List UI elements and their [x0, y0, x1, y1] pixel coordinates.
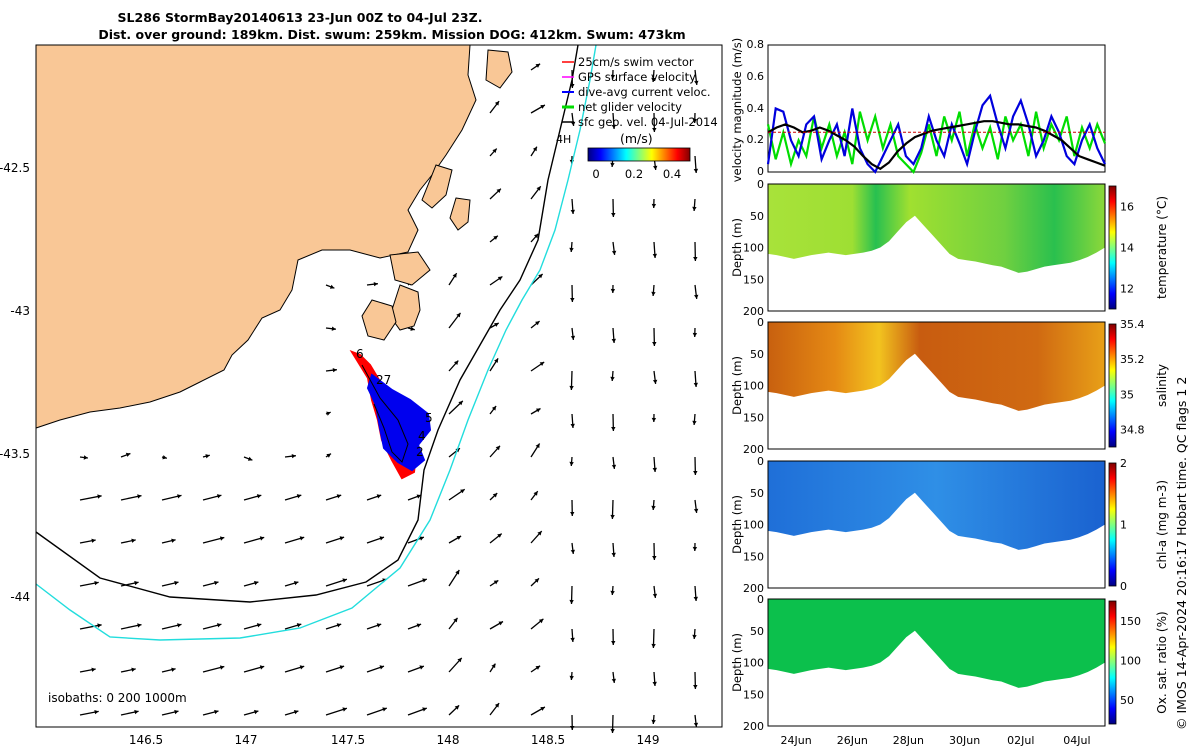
velocity-yticks: 0 0.2 0.4 0.6 0.8: [747, 38, 765, 178]
map-ytick: -43: [10, 304, 30, 318]
report-subtitle: Dist. over ground: 189km. Dist. swum: 25…: [98, 27, 685, 42]
section-colorbar-tick: 35.4: [1120, 318, 1145, 331]
section-colorbar-tick: 0: [1120, 580, 1127, 593]
velocity-ylabel: velocity magnitude (m/s): [730, 38, 744, 183]
map-colorbar: [588, 148, 690, 161]
section-ytick: 50: [750, 625, 764, 638]
section-ytick: 150: [743, 688, 764, 701]
section-colorbar: [1109, 463, 1116, 586]
section-ytick: 50: [750, 210, 764, 223]
section-ytick: 0: [757, 316, 764, 329]
section-colorbar-tick: 14: [1120, 242, 1134, 255]
map-colorbar-tick: 0.4: [663, 167, 681, 181]
track-label: 5: [425, 411, 433, 425]
map-xtick: 149: [637, 733, 660, 747]
section-colorbar-tick: 16: [1120, 201, 1134, 214]
section-colorbar: [1109, 186, 1116, 309]
section-colorbar-tick: 35.2: [1120, 353, 1145, 366]
section-colorbar-tick: 34.8: [1120, 423, 1145, 436]
section-colorbar-label: temperature (°C): [1155, 196, 1169, 299]
velocity-panel: 0 0.2 0.4 0.6 0.8 velocity magnitude (m/…: [730, 38, 1105, 183]
section-colorbar-tick: 12: [1120, 283, 1134, 296]
section-colorbar: [1109, 324, 1116, 447]
section-ytick: 50: [750, 487, 764, 500]
section-xtick: 04Jul: [1063, 734, 1090, 747]
section-panel: 0 50 100 150 200 Depth (m) 50 100 150 Ox. sat. ra…: [730, 593, 1169, 733]
section-colorbar-tick: 50: [1120, 694, 1134, 707]
legend-entry: dive-avg current veloc.: [578, 85, 711, 99]
velocity-ytick: 0.8: [747, 38, 765, 51]
track-label: 4: [418, 429, 426, 443]
section-ylabel: Depth (m): [730, 356, 744, 415]
section-xtick: 26Jun: [837, 734, 868, 747]
map-xtick: 147: [235, 733, 258, 747]
section-colorbar-tick: 100: [1120, 655, 1141, 668]
section-ytick: 150: [743, 273, 764, 286]
velocity-ytick: 0.6: [747, 70, 765, 83]
map-panel: 6 27 5 4 2 146.5 147 147.5 148 148.5 149…: [0, 45, 722, 747]
legend-entry: net glider velocity: [578, 100, 682, 114]
section-ytick: 0: [757, 455, 764, 468]
section-xtick: 24Jun: [781, 734, 812, 747]
map-xtick: 146.5: [129, 733, 163, 747]
section-ytick: 150: [743, 550, 764, 563]
section-ytick: 100: [743, 380, 764, 393]
section-xtick: 30Jun: [949, 734, 980, 747]
track-label: 2: [416, 445, 424, 459]
section-ytick: 0: [757, 593, 764, 606]
section-xtick: 02Jul: [1007, 734, 1034, 747]
map-ytick: -44: [10, 590, 30, 604]
section-colorbar-label: chl-a (mg m-3): [1155, 480, 1169, 569]
current-vector-head: [610, 729, 614, 733]
section-ylabel: Depth (m): [730, 633, 744, 692]
map-xtick: 148: [437, 733, 460, 747]
footer-credit: © IMOS 14-Apr-2024 20:16:17 Hobart time.…: [1174, 377, 1189, 730]
legend-entry: 25cm/s swim vector: [578, 55, 694, 69]
map-colorbar-tick: 0.2: [625, 167, 643, 181]
legend-entry: GPS surface velocity: [578, 70, 696, 84]
section-colorbar-tick: 35: [1120, 388, 1134, 401]
track-label: 27: [376, 373, 391, 387]
section-colorbar-label: Ox. sat. ratio (%): [1155, 611, 1169, 713]
velocity-ytick: 0.2: [747, 133, 765, 146]
report-title: SL286 StormBay20140613 23-Jun 00Z to 04-…: [118, 10, 483, 25]
section-colorbar-tick: 2: [1120, 457, 1127, 470]
map-colorbar-label: (m/s): [620, 131, 653, 146]
section-ytick: 100: [743, 519, 764, 532]
section-colorbar-tick: 1: [1120, 519, 1127, 532]
section-colorbar-tick: 150: [1120, 615, 1141, 628]
velocity-ytick: 0: [757, 165, 764, 178]
map-ytick: -43.5: [0, 447, 30, 461]
section-ylabel: Depth (m): [730, 495, 744, 554]
velocity-ytick: 0.4: [747, 102, 765, 115]
section-ytick: 100: [743, 242, 764, 255]
corner-label: 4H: [556, 133, 571, 146]
section-xtick: 28Jun: [893, 734, 924, 747]
section-xticks: 24Jun 26Jun 28Jun 30Jun 02Jul 04Jul: [781, 734, 1091, 747]
map-xtick: 147.5: [331, 733, 365, 747]
legend-entry: sfc geo. vel. 04-Jul-2014: [578, 115, 718, 129]
section-ytick: 0: [757, 178, 764, 191]
section-colorbar: [1109, 601, 1116, 724]
map-xtick: 148.5: [531, 733, 565, 747]
section-ytick: 200: [743, 720, 764, 733]
isobath-label: isobaths: 0 200 1000m: [48, 691, 187, 705]
track-label: 6: [356, 347, 364, 361]
section-ytick: 100: [743, 657, 764, 670]
section-colorbar-label: salinity: [1155, 364, 1169, 407]
section-ytick: 150: [743, 411, 764, 424]
section-ylabel: Depth (m): [730, 218, 744, 277]
map-colorbar-tick: 0: [592, 167, 599, 181]
section-ytick: 50: [750, 348, 764, 361]
map-ytick: -42.5: [0, 161, 30, 175]
